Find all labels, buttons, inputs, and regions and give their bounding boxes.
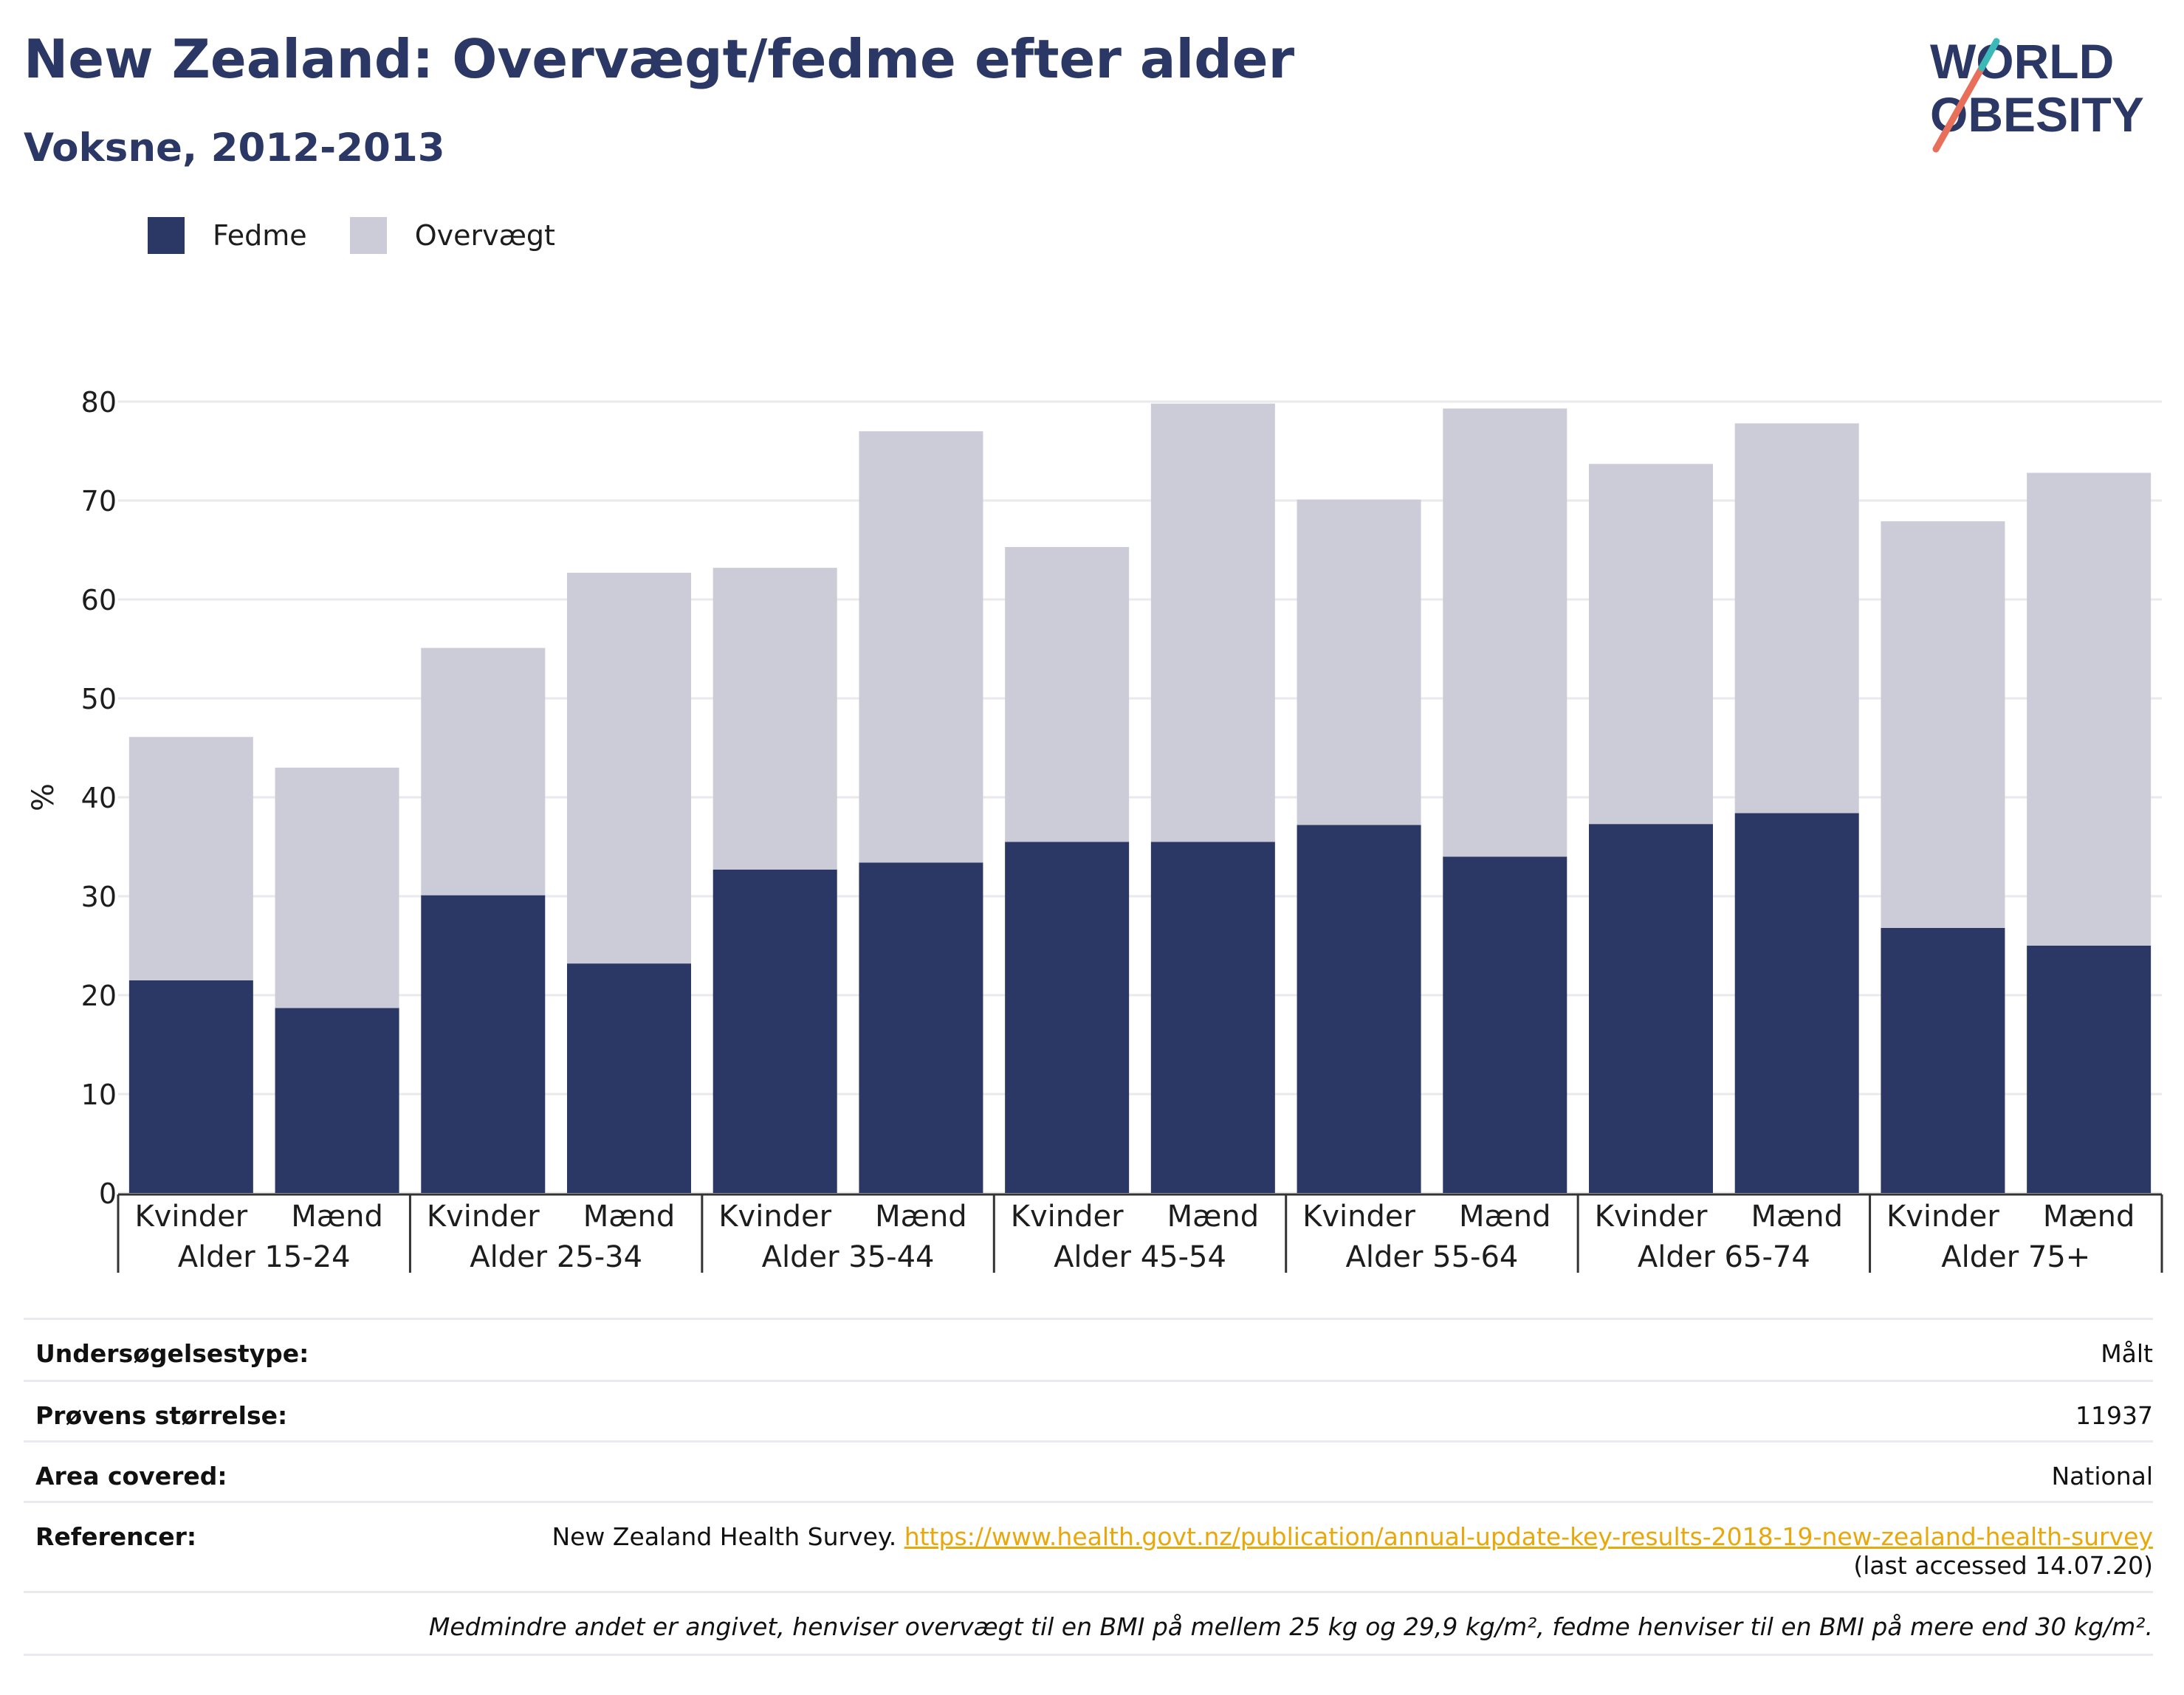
x-group-label: Alder 75+ bbox=[1941, 1240, 2090, 1274]
x-group-label: Alder 35-44 bbox=[762, 1240, 935, 1274]
bar-overvaegt bbox=[1734, 423, 1859, 814]
x-category-label: Kvinder bbox=[1011, 1200, 1124, 1234]
bar-fedme bbox=[567, 963, 691, 1193]
bar-overvaegt bbox=[1150, 403, 1275, 842]
info-row-survey-type: Undersøgelsestype: Målt bbox=[24, 1318, 2153, 1380]
survey-type-label: Undersøgelsestype: bbox=[35, 1339, 309, 1368]
area-value: National bbox=[2051, 1462, 2153, 1491]
x-group-label: Alder 45-54 bbox=[1054, 1240, 1226, 1274]
bar-fedme bbox=[1297, 825, 1421, 1193]
legend-item-fedme[interactable]: Fedme bbox=[148, 217, 307, 254]
survey-info-table: Undersøgelsestype: Målt Prøvens størrels… bbox=[24, 1318, 2153, 1656]
x-category-label: Kvinder bbox=[134, 1200, 247, 1234]
bar-fedme bbox=[1589, 824, 1713, 1193]
x-category-label: Kvinder bbox=[1886, 1200, 1999, 1234]
x-category-label: Mænd bbox=[291, 1200, 383, 1234]
x-category-label: Kvinder bbox=[718, 1200, 831, 1234]
sample-size-label: Prøvens størrelse: bbox=[35, 1401, 288, 1430]
y-tick-label: 10 bbox=[81, 1079, 117, 1111]
y-tick-label: 50 bbox=[81, 683, 117, 715]
y-tick-label: 60 bbox=[81, 584, 117, 616]
y-tick-label: 30 bbox=[81, 881, 117, 913]
legend-swatch-overvaegt bbox=[349, 217, 387, 254]
survey-type-value: Målt bbox=[2101, 1339, 2153, 1368]
bar-fedme bbox=[1150, 842, 1275, 1193]
x-category-label: Kvinder bbox=[1595, 1200, 1708, 1234]
x-category-label: Mænd bbox=[1751, 1200, 1843, 1234]
reference-source: New Zealand Health Survey. bbox=[552, 1522, 904, 1551]
y-tick-label: 40 bbox=[81, 782, 117, 814]
legend-item-overvaegt[interactable]: Overvægt bbox=[349, 217, 555, 254]
x-category-label: Mænd bbox=[875, 1200, 967, 1234]
bar-overvaegt bbox=[275, 767, 399, 1008]
page-subtitle: Voksne, 2012-2013 bbox=[24, 126, 445, 171]
bar-overvaegt bbox=[712, 568, 837, 870]
x-category-label: Mænd bbox=[1459, 1200, 1551, 1234]
x-group-label: Alder 15-24 bbox=[178, 1240, 351, 1274]
y-axis-label: % bbox=[27, 783, 61, 811]
bar-fedme bbox=[859, 862, 983, 1193]
bar-overvaegt bbox=[1589, 464, 1713, 825]
x-category-label: Kvinder bbox=[427, 1200, 540, 1234]
x-group-label: Alder 55-64 bbox=[1345, 1240, 1518, 1274]
references-label: Referencer: bbox=[35, 1522, 197, 1551]
references-value: New Zealand Health Survey. https://www.h… bbox=[552, 1522, 2153, 1580]
bar-overvaegt bbox=[2027, 472, 2152, 946]
bar-fedme bbox=[2027, 946, 2152, 1193]
x-group-label: Alder 65-74 bbox=[1638, 1240, 1810, 1274]
bmi-definition-note: Medmindre andet er angivet, henviser ove… bbox=[428, 1612, 2153, 1641]
y-tick-label: 80 bbox=[81, 386, 117, 419]
x-category-label: Mænd bbox=[583, 1200, 676, 1234]
y-tick-label: 20 bbox=[81, 980, 117, 1012]
chart-legend: Fedme Overvægt bbox=[148, 217, 598, 254]
x-group-label: Alder 25-34 bbox=[470, 1240, 642, 1274]
bar-fedme bbox=[421, 895, 546, 1193]
reference-link[interactable]: https://www.health.govt.nz/publication/a… bbox=[904, 1522, 2153, 1551]
bar-overvaegt bbox=[1005, 546, 1130, 842]
info-row-references: Referencer: New Zealand Health Survey. h… bbox=[24, 1501, 2153, 1591]
bar-overvaegt bbox=[1881, 521, 2005, 928]
page-title: New Zealand: Overvægt/fedme efter alder bbox=[24, 28, 1295, 90]
y-tick-label: 0 bbox=[99, 1177, 117, 1210]
bar-overvaegt bbox=[128, 737, 253, 980]
legend-label-fedme: Fedme bbox=[213, 219, 307, 252]
info-row-sample-size: Prøvens størrelse: 11937 bbox=[24, 1380, 2153, 1440]
bar-overvaegt bbox=[567, 572, 691, 964]
stacked-bar-chart: 0 10 20 30 40 50 60 70 80% Kvinder Mænd Kvinder Mænd… bbox=[27, 386, 2163, 1274]
bar-fedme bbox=[1005, 842, 1130, 1193]
bar-overvaegt bbox=[1297, 499, 1421, 825]
x-category-label: Mænd bbox=[2043, 1200, 2135, 1234]
reference-accessed: (last accessed 14.07.20) bbox=[1853, 1551, 2153, 1580]
x-category-label: Mænd bbox=[1167, 1200, 1260, 1234]
bar-overvaegt bbox=[1443, 408, 1567, 857]
world-obesity-logo: WORLD OBESITY bbox=[1930, 34, 2144, 153]
bar-overvaegt bbox=[421, 647, 546, 895]
svg-text:WORLD: WORLD bbox=[1930, 34, 2114, 89]
x-category-label: Kvinder bbox=[1302, 1200, 1415, 1234]
area-label: Area covered: bbox=[35, 1462, 227, 1491]
legend-swatch-fedme bbox=[148, 217, 185, 254]
svg-text:OBESITY: OBESITY bbox=[1930, 87, 2144, 142]
bar-fedme bbox=[1881, 927, 2005, 1193]
bar-fedme bbox=[1443, 856, 1567, 1193]
bar-fedme bbox=[128, 980, 253, 1193]
bar-fedme bbox=[275, 1008, 399, 1193]
bar-fedme bbox=[712, 869, 837, 1193]
bar-overvaegt bbox=[859, 431, 983, 863]
bar-fedme bbox=[1734, 813, 1859, 1193]
sample-size-value: 11937 bbox=[2075, 1401, 2153, 1430]
info-row-note: Medmindre andet er angivet, henviser ove… bbox=[24, 1591, 2153, 1656]
y-tick-label: 70 bbox=[81, 485, 117, 518]
info-row-area: Area covered: National bbox=[24, 1440, 2153, 1501]
legend-label-overvaegt: Overvægt bbox=[414, 219, 555, 252]
